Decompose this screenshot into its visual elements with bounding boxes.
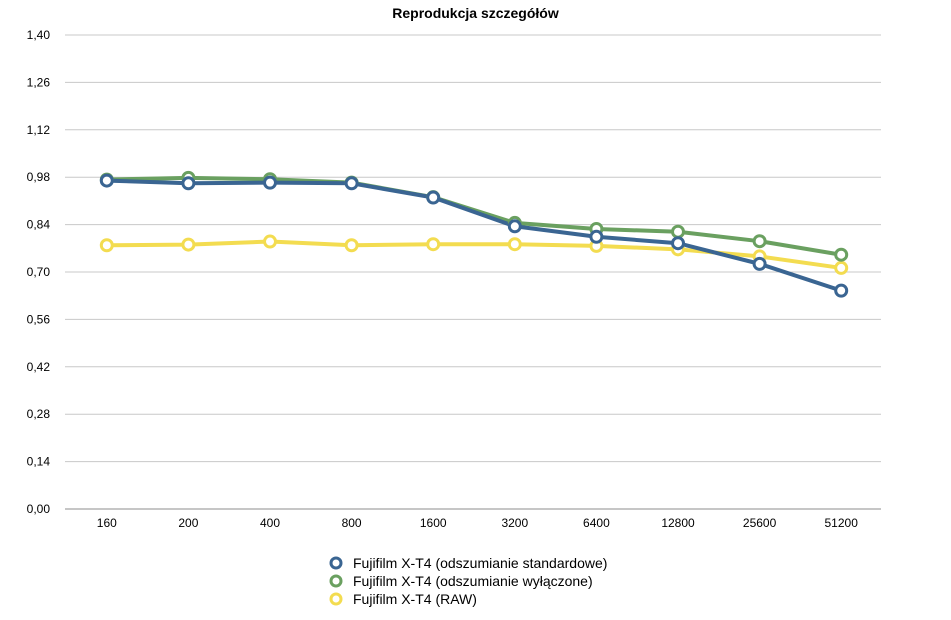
data-point: [671, 224, 685, 239]
legend-marker-icon: [328, 556, 346, 570]
legend-label: Fujifilm X-T4 (odszumianie wyłączone): [353, 573, 593, 589]
legend-label: Fujifilm X-T4 (odszumianie standardowe): [353, 555, 608, 571]
data-point: [344, 238, 359, 253]
series-line: [104, 178, 844, 293]
data-point: [99, 238, 114, 253]
x-tick-label: 51200: [825, 516, 859, 530]
y-tick-label: 0,98: [27, 170, 51, 184]
data-point: [507, 237, 522, 252]
data-point: [181, 176, 196, 191]
y-tick-label: 0,28: [27, 407, 51, 421]
y-tick-label: 0,00: [27, 502, 51, 516]
y-tick-label: 0,84: [27, 218, 51, 232]
legend-marker-icon: [328, 592, 346, 606]
legend-label: Fujifilm X-T4 (RAW): [353, 591, 477, 607]
data-point: [426, 190, 441, 205]
y-tick-label: 1,26: [27, 75, 51, 89]
x-tick-label: 160: [97, 516, 117, 530]
data-point: [834, 247, 849, 262]
data-point: [263, 234, 277, 249]
legend: Fujifilm X-T4 (odszumianie standardowe) …: [328, 554, 607, 608]
x-tick-label: 25600: [743, 516, 777, 530]
data-point: [344, 176, 359, 191]
data-point: [589, 229, 604, 244]
data-point: [834, 283, 849, 298]
data-point: [507, 219, 522, 234]
data-point: [181, 237, 196, 252]
legend-marker-icon: [328, 574, 346, 588]
legend-item: Fujifilm X-T4 (RAW): [328, 590, 607, 608]
y-tick-label: 1,12: [27, 123, 51, 137]
data-point: [99, 173, 114, 188]
data-point: [752, 256, 767, 271]
data-point: [263, 175, 277, 190]
y-tick-label: 1,40: [27, 28, 51, 42]
chart-title: Reprodukcja szczegółów: [392, 5, 559, 21]
x-tick-label: 3200: [501, 516, 528, 530]
y-tick-label: 0,14: [27, 455, 51, 469]
legend-item: Fujifilm X-T4 (odszumianie wyłączone): [328, 572, 607, 590]
x-tick-label: 1600: [420, 516, 447, 530]
data-point: [834, 260, 849, 275]
data-point: [752, 234, 767, 249]
y-tick-label: 0,56: [27, 312, 51, 326]
data-point: [426, 237, 441, 252]
y-tick-label: 0,42: [27, 360, 51, 374]
x-tick-label: 200: [178, 516, 198, 530]
data-point: [671, 236, 685, 251]
x-tick-label: 800: [342, 516, 362, 530]
x-tick-label: 12800: [661, 516, 695, 530]
y-tick-label: 0,70: [27, 265, 51, 279]
x-tick-label: 6400: [583, 516, 610, 530]
x-tick-label: 400: [260, 516, 280, 530]
legend-item: Fujifilm X-T4 (odszumianie standardowe): [328, 554, 607, 572]
